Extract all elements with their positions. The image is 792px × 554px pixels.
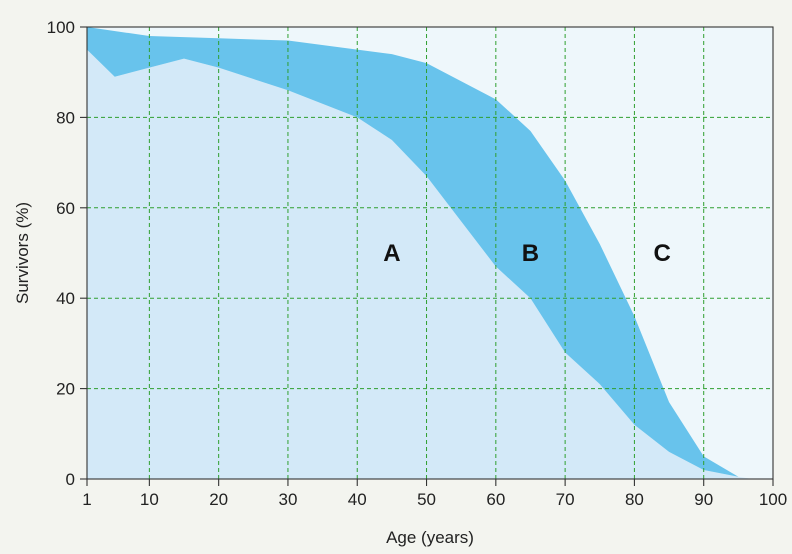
- y-tick-label: 80: [56, 108, 75, 127]
- x-tick-label: 80: [625, 490, 644, 509]
- y-tick-label: 20: [56, 380, 75, 399]
- region-label-c: C: [653, 240, 670, 267]
- y-tick-label: 40: [56, 289, 75, 308]
- region-label-b: B: [522, 240, 539, 267]
- y-tick-label: 100: [47, 18, 75, 37]
- x-tick-label: 20: [209, 490, 228, 509]
- axes: [80, 26, 774, 486]
- region-b: [87, 27, 753, 479]
- x-tick-label: 70: [556, 490, 575, 509]
- plot-border: [86, 26, 774, 480]
- labels: 1 10 20 30 40 50 60 70 80 90 100 0 20 40 60 80 100 Age (y…: [13, 18, 787, 547]
- x-tick-label: 30: [278, 490, 297, 509]
- x-tick-label: 100: [759, 490, 787, 509]
- y-axis-label: Survivors (%): [13, 202, 32, 304]
- region-label-a: A: [383, 240, 400, 267]
- regions: [87, 27, 753, 479]
- y-tick-label: 60: [56, 199, 75, 218]
- region-a: [87, 49, 753, 479]
- annotations: A B C: [383, 240, 671, 267]
- x-tick-label: 10: [140, 490, 159, 509]
- y-tick-label: 0: [66, 470, 75, 489]
- x-tick-label: 1: [82, 490, 91, 509]
- x-tick-label: 60: [486, 490, 505, 509]
- x-tick-label: 40: [348, 490, 367, 509]
- x-axis-label: Age (years): [386, 528, 474, 547]
- x-tick-label: 90: [694, 490, 713, 509]
- x-tick-label: 50: [417, 490, 436, 509]
